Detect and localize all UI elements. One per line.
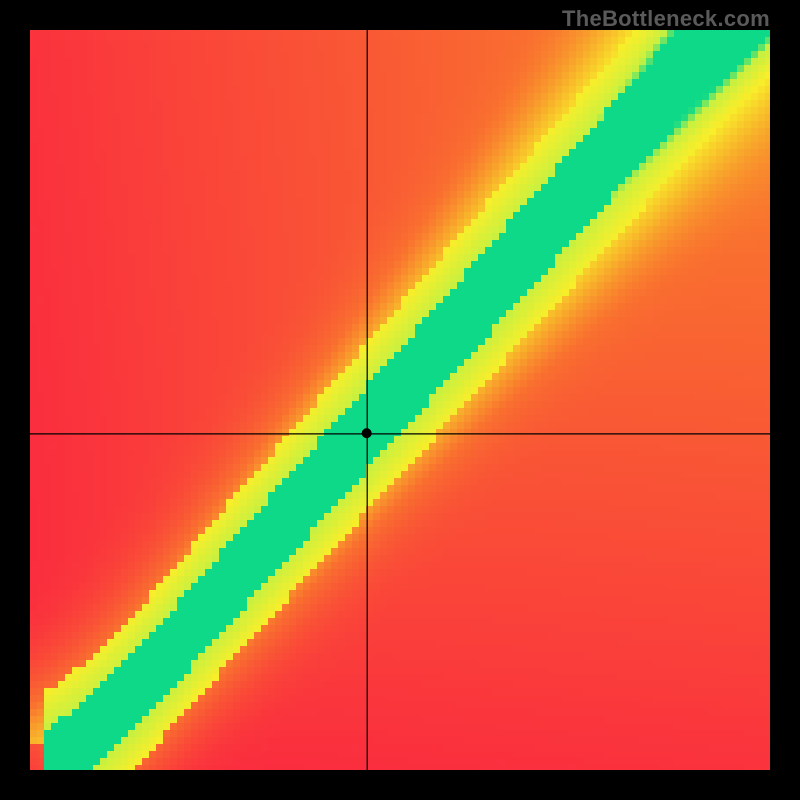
bottleneck-heatmap-chart: [30, 30, 770, 770]
watermark-text: TheBottleneck.com: [562, 6, 770, 32]
heatmap-canvas: [30, 30, 770, 770]
